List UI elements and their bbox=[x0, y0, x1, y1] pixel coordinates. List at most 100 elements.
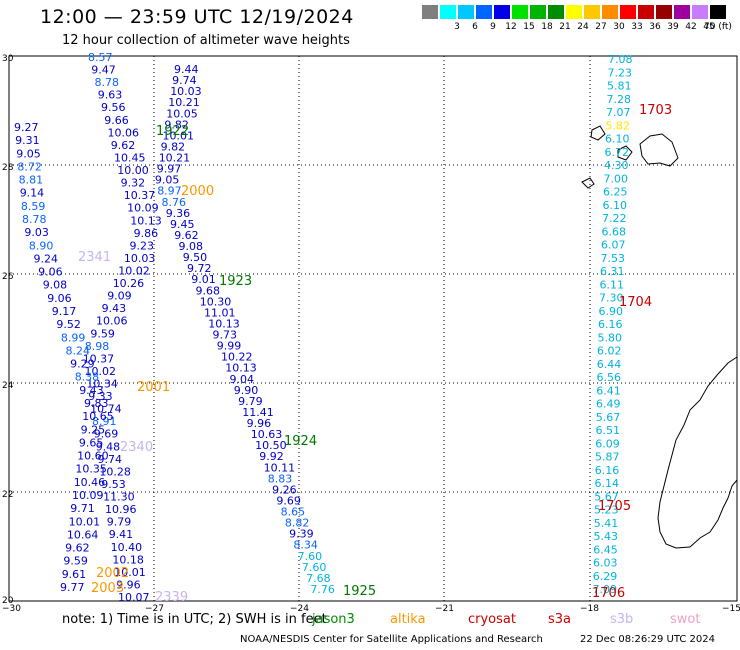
wave-height-label: 9.25 bbox=[81, 423, 106, 436]
wave-height-label: 9.96 bbox=[247, 417, 272, 430]
wave-height-label: 9.45 bbox=[170, 218, 195, 231]
wave-height-label: 9.08 bbox=[179, 240, 204, 253]
legend-label: 24 bbox=[577, 22, 589, 32]
map-title: 12:00 — 23:59 UTC 12/19/2024 bbox=[40, 6, 354, 28]
wave-height-label: 10.40 bbox=[111, 541, 143, 554]
wave-height-label: 10.64 bbox=[67, 528, 99, 541]
wave-height-label: 10.65 bbox=[82, 410, 114, 423]
legend-label: 36 bbox=[649, 22, 661, 32]
lon-label: −18 bbox=[580, 604, 599, 614]
wave-height-label: 9.06 bbox=[38, 266, 63, 279]
coastline bbox=[581, 125, 738, 549]
wave-height-label: 9.05 bbox=[155, 174, 180, 187]
wave-height-label: 9.32 bbox=[121, 177, 146, 190]
wave-height-label: 9.83 bbox=[84, 397, 109, 410]
wave-height-label: 6.90 bbox=[599, 305, 624, 318]
generated-timestamp: 22 Dec 08:26:29 UTC 2024 bbox=[580, 634, 715, 645]
wave-height-label: 8.34 bbox=[293, 539, 318, 552]
wave-height-label: 9.23 bbox=[130, 239, 155, 252]
satellite-name: swot bbox=[670, 612, 701, 627]
wave-height-label: 10.46 bbox=[74, 476, 106, 489]
lat-label: 30 bbox=[2, 54, 14, 64]
wave-height-label: 10.26 bbox=[113, 277, 145, 290]
african-coast bbox=[657, 356, 738, 549]
wave-height-label: 8.90 bbox=[29, 239, 54, 252]
legend-label: 30 bbox=[613, 22, 625, 32]
lat-label: 28 bbox=[2, 163, 14, 173]
wave-height-label: 10.06 bbox=[96, 315, 128, 328]
wave-height-label: 10.35 bbox=[75, 463, 107, 476]
wave-height-label: 10.13 bbox=[225, 362, 256, 375]
legend-swatch bbox=[692, 5, 708, 19]
wave-height-label: 10.07 bbox=[118, 591, 150, 604]
wave-height-label: 10.63 bbox=[251, 428, 282, 441]
satellite-cryosat: cryosat bbox=[468, 612, 516, 627]
wave-height-label: 8.57 bbox=[88, 51, 113, 64]
wave-height-label: 10.37 bbox=[124, 189, 156, 202]
wave-height-label: 7.28 bbox=[607, 93, 632, 106]
wave-height-label: 6.03 bbox=[593, 557, 618, 570]
wave-height-label: 9.63 bbox=[98, 89, 123, 102]
wave-height-label: 11.01 bbox=[204, 306, 236, 319]
legend-label: 33 bbox=[631, 22, 643, 32]
wave-height-label: 10.03 bbox=[170, 85, 202, 98]
legend-swatch bbox=[440, 5, 456, 19]
wave-height-label: 9.48 bbox=[96, 440, 121, 453]
credit-line: NOAA/NESDIS Center for Satellite Applica… bbox=[240, 634, 543, 645]
wave-height-label: 10.21 bbox=[168, 96, 200, 109]
wave-height-label: 8.99 bbox=[61, 331, 86, 344]
wave-height-label: 9.04 bbox=[230, 373, 255, 386]
legend-swatch bbox=[512, 5, 528, 19]
legend-label: 27 bbox=[595, 22, 607, 32]
legend-label: 42 bbox=[685, 22, 697, 32]
wave-height-label: 1925 bbox=[343, 584, 376, 599]
wave-height-label: 8.24 bbox=[66, 344, 91, 357]
lon-label: −30 bbox=[2, 604, 21, 614]
wave-height-label: 9.24 bbox=[34, 252, 59, 265]
wave-height-label: 9.53 bbox=[101, 478, 126, 491]
wave-height-label: 9.82 bbox=[161, 140, 186, 153]
wave-height-label: 10.01 bbox=[114, 566, 146, 579]
wave-height-label: 6.44 bbox=[597, 358, 622, 371]
wave-height-label: 6.02 bbox=[597, 345, 622, 358]
satellite-name: s3a bbox=[548, 612, 572, 627]
wave-height-label: 6.45 bbox=[593, 543, 618, 556]
wave-height-label: 10.01 bbox=[163, 129, 195, 142]
wave-height-label: 9.50 bbox=[183, 251, 208, 264]
legend-swatch bbox=[584, 5, 600, 19]
wave-height-label: 5.82 bbox=[606, 119, 631, 132]
legend-swatch bbox=[548, 5, 564, 19]
wave-height-label: 6.14 bbox=[595, 477, 620, 490]
wave-height-label: 1706 bbox=[592, 586, 625, 601]
legend-swatch bbox=[494, 5, 510, 19]
lon-label: −27 bbox=[145, 604, 164, 614]
wave-height-label: 10.60 bbox=[77, 450, 109, 463]
wave-height-label: 6.72 bbox=[605, 146, 630, 159]
wave-height-label: 9.26 bbox=[272, 483, 297, 496]
wave-height-label: 9.08 bbox=[43, 279, 67, 292]
wave-height-label: 10.03 bbox=[124, 252, 155, 265]
canary-island bbox=[590, 125, 606, 141]
wave-height-label: 9.69 bbox=[94, 428, 119, 441]
satellite-name: altika bbox=[390, 612, 426, 627]
wave-height-label: 9.66 bbox=[104, 114, 129, 127]
wave-height-label: 2339 bbox=[155, 590, 188, 605]
wave-height-label: 7.23 bbox=[608, 66, 633, 79]
wave-height-label: 6.07 bbox=[601, 239, 626, 252]
wave-height-label: 9.97 bbox=[157, 163, 182, 176]
wave-height-label: 1705 bbox=[598, 499, 631, 514]
wave-height-label: 9.62 bbox=[174, 229, 199, 242]
wave-height-label: 11.41 bbox=[242, 406, 273, 419]
wave-height-label: 10.30 bbox=[200, 295, 232, 308]
footnote: note: 1) Time is in UTC; 2) SWH is in fe… bbox=[62, 612, 327, 627]
wave-height-label: 8.78 bbox=[22, 213, 47, 226]
legend-swatch bbox=[530, 5, 546, 19]
legend-swatch bbox=[656, 5, 672, 19]
wave-height-label: 6.09 bbox=[595, 437, 620, 450]
wave-height-labels: 8.579.478.789.639.569.6610.069.6210.4510… bbox=[14, 51, 672, 605]
wave-height-label: 6.11 bbox=[600, 278, 625, 291]
canary-island bbox=[617, 145, 633, 161]
wave-height-label: 7.60 bbox=[298, 550, 323, 563]
wave-height-label: 8.98 bbox=[85, 340, 110, 353]
satellite-name: cryosat bbox=[468, 612, 516, 627]
